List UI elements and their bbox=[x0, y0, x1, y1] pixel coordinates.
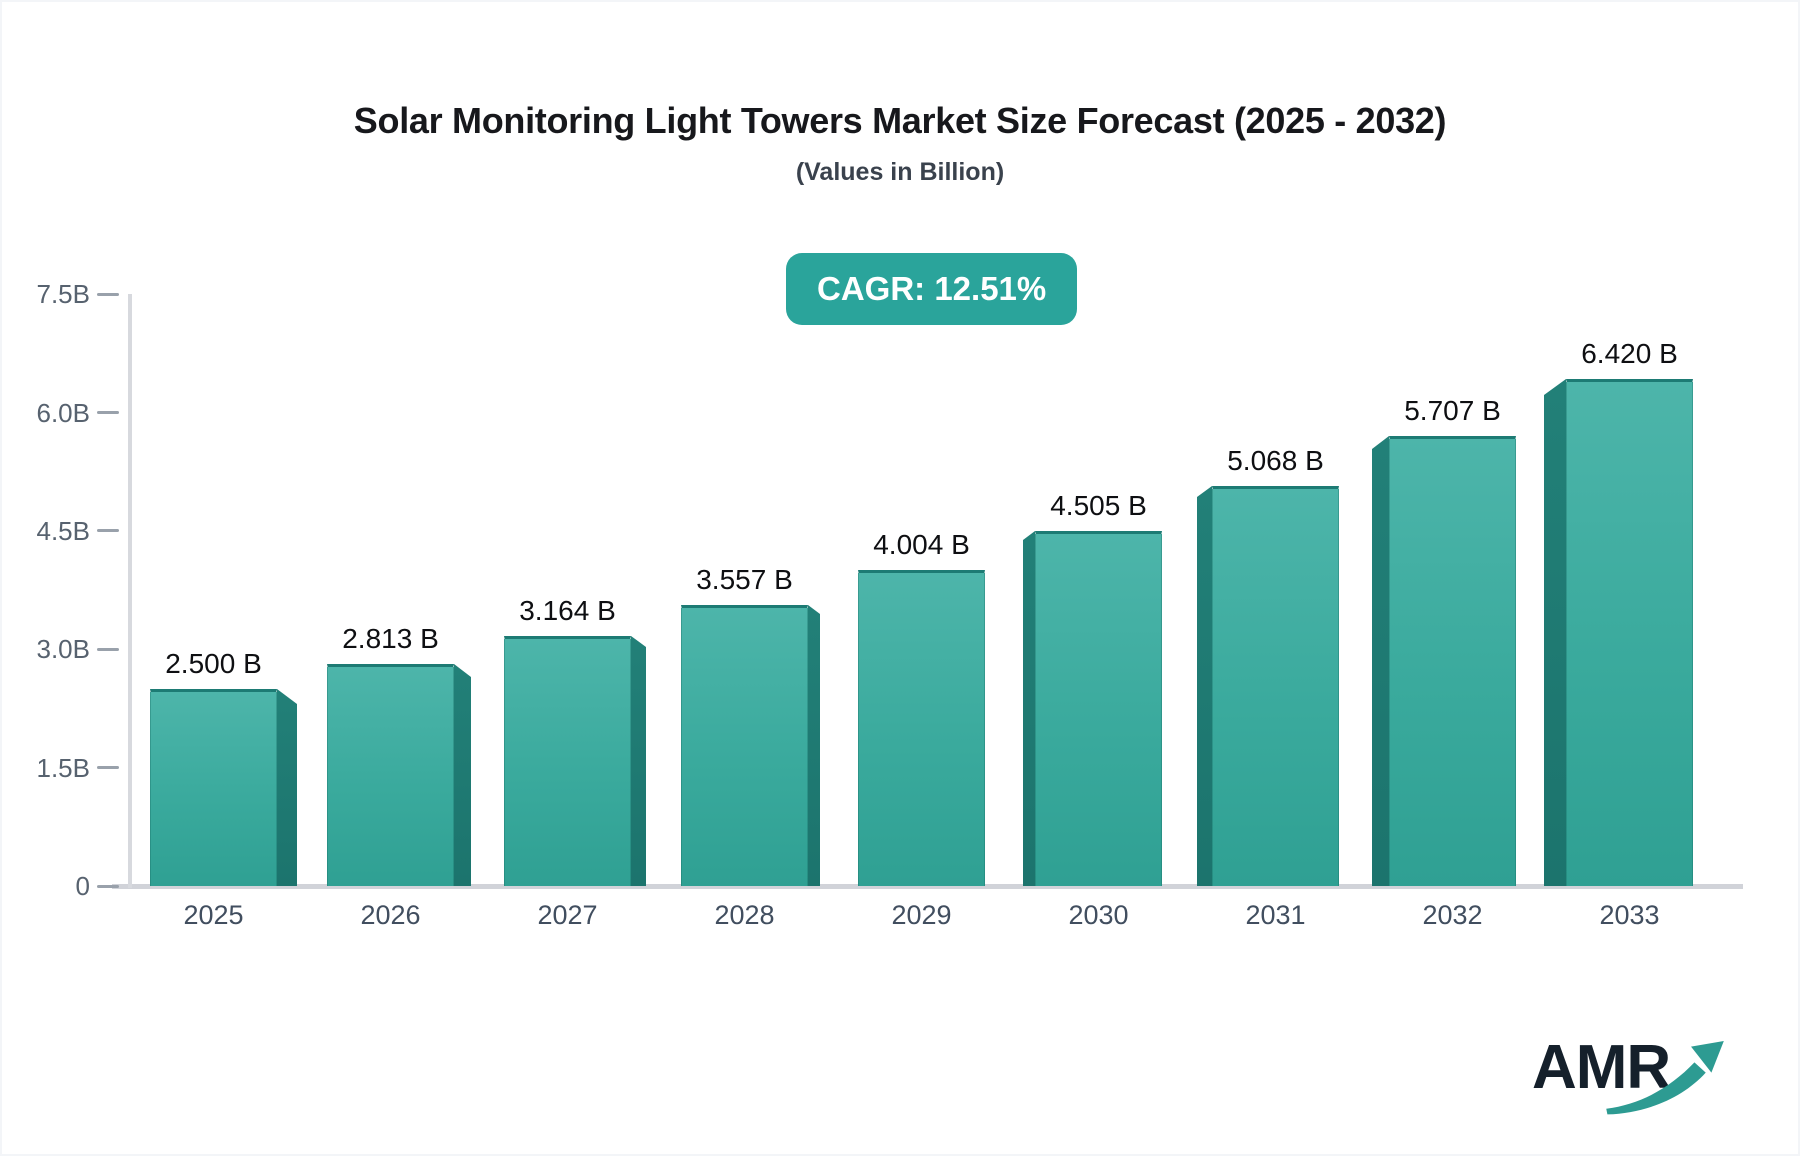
bar-value-label: 6.420 B bbox=[1581, 338, 1678, 369]
x-tick-label: 2026 bbox=[360, 900, 421, 930]
chart-subtitle: (Values in Billion) bbox=[795, 158, 1005, 186]
bar-value-label: 4.004 B bbox=[873, 529, 970, 560]
y-tick-label: 4.5B bbox=[36, 516, 91, 546]
bar-face bbox=[504, 636, 631, 886]
bar-face bbox=[327, 664, 454, 886]
bar-value-label: 2.500 B bbox=[165, 648, 262, 679]
amr-logo-text: AMR bbox=[1532, 1033, 1671, 1102]
bar-side bbox=[631, 636, 646, 886]
x-axis-line bbox=[112, 884, 1743, 889]
y-tick-label: 0 bbox=[75, 871, 90, 901]
growth-arrow-icon bbox=[1606, 1040, 1724, 1115]
bar-side bbox=[808, 605, 820, 886]
x-tick-label: 2033 bbox=[1599, 900, 1660, 930]
bar-face bbox=[1566, 379, 1693, 886]
bar-face bbox=[858, 570, 985, 886]
y-tick-dash bbox=[97, 766, 119, 769]
y-axis-line bbox=[128, 294, 132, 888]
bar-face bbox=[1212, 486, 1339, 886]
bar-side bbox=[454, 664, 471, 886]
y-tick-label: 1.5B bbox=[36, 753, 91, 783]
bar-side bbox=[277, 689, 297, 886]
x-tick-label: 2030 bbox=[1068, 900, 1129, 930]
x-tick-label: 2031 bbox=[1245, 900, 1306, 930]
chart-title: Solar Monitoring Light Towers Market Siz… bbox=[353, 100, 1447, 141]
bar-value-label: 3.164 B bbox=[519, 595, 616, 626]
y-tick-label: 7.5B bbox=[36, 279, 91, 309]
y-tick-dash bbox=[97, 885, 119, 888]
y-tick-dash bbox=[97, 293, 119, 296]
y-tick-dash bbox=[97, 411, 119, 414]
x-tick-label: 2028 bbox=[714, 900, 775, 930]
x-tick-label: 2032 bbox=[1422, 900, 1483, 930]
bar-value-label: 5.068 B bbox=[1227, 445, 1324, 476]
y-tick-dash bbox=[97, 529, 119, 532]
x-tick-label: 2025 bbox=[183, 900, 244, 930]
y-tick-dash bbox=[97, 648, 119, 651]
amr-logo: AMR bbox=[1532, 1032, 1732, 1132]
bar-value-label: 4.505 B bbox=[1050, 490, 1147, 521]
bar-side bbox=[1544, 379, 1566, 886]
bar-face bbox=[1389, 436, 1516, 886]
bar-value-label: 5.707 B bbox=[1404, 395, 1501, 426]
x-tick-label: 2029 bbox=[891, 900, 952, 930]
y-tick-label: 3.0B bbox=[36, 634, 91, 664]
bar-side bbox=[1372, 436, 1389, 886]
x-tick-label: 2027 bbox=[537, 900, 598, 930]
bar-value-label: 2.813 B bbox=[342, 623, 439, 654]
bar-value-label: 3.557 B bbox=[696, 564, 793, 595]
bar-side bbox=[1023, 531, 1035, 886]
bar-side bbox=[1197, 486, 1212, 886]
y-tick-label: 6.0B bbox=[36, 398, 91, 428]
cagr-badge: CAGR: 12.51% bbox=[786, 253, 1078, 325]
bar-face bbox=[150, 689, 277, 886]
bar-face bbox=[681, 605, 808, 886]
bar-face bbox=[1035, 531, 1162, 886]
